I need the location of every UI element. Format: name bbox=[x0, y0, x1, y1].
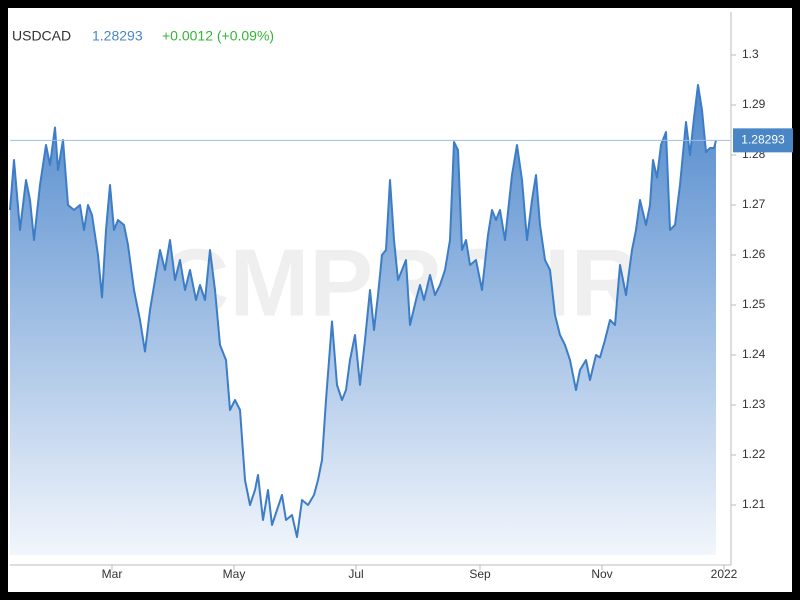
y-tick-label: 1.25 bbox=[742, 297, 766, 311]
y-tick-label: 1.26 bbox=[742, 247, 766, 261]
area-fill bbox=[10, 85, 716, 555]
x-tick-label: Nov bbox=[591, 567, 612, 581]
y-tick-label: 1.27 bbox=[742, 197, 766, 211]
x-tick-label: Jul bbox=[348, 567, 363, 581]
last-price-tag bbox=[733, 128, 793, 153]
x-tick-label: 2022 bbox=[711, 567, 738, 581]
x-tick-label: Mar bbox=[102, 567, 123, 581]
y-tick-label: 1.23 bbox=[742, 397, 766, 411]
price-line bbox=[9, 84, 717, 538]
change: +0.0012 (+0.09%) bbox=[162, 28, 274, 44]
x-tick-label: Sep bbox=[469, 567, 491, 581]
symbol: USDCAD bbox=[12, 28, 71, 44]
y-tick-label: 1.24 bbox=[742, 347, 766, 361]
price: 1.28293 bbox=[92, 28, 143, 44]
y-tick-label: 1.22 bbox=[742, 447, 766, 461]
y-tick-label: 1.3 bbox=[742, 47, 759, 61]
last-price-label: 1.28293 bbox=[741, 133, 785, 147]
x-tick-label: May bbox=[223, 567, 246, 581]
y-tick-label: 1.21 bbox=[742, 497, 766, 511]
y-tick-label: 1.29 bbox=[742, 97, 766, 111]
